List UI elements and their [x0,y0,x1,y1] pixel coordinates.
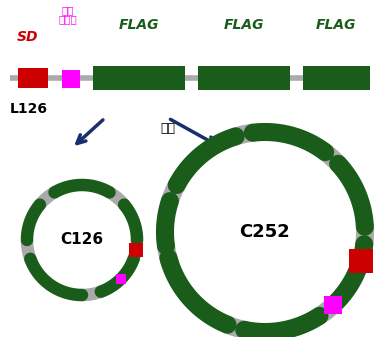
Bar [303,66,370,90]
Bar [129,243,143,256]
Text: 開始
コドン: 開始 コドン [59,5,77,25]
Text: FLAG: FLAG [119,18,159,32]
Bar [349,249,373,273]
Bar [62,70,80,88]
Text: C252: C252 [240,223,290,241]
Text: SD: SD [17,30,39,44]
Text: 環化: 環化 [160,122,176,134]
Text: L126: L126 [10,102,48,116]
Bar [93,66,185,90]
Bar [18,68,48,88]
Bar [116,274,126,284]
Bar [324,296,342,314]
Text: FLAG: FLAG [316,18,356,32]
Text: C126: C126 [61,233,104,247]
Text: FLAG: FLAG [224,18,264,32]
Bar [198,66,290,90]
